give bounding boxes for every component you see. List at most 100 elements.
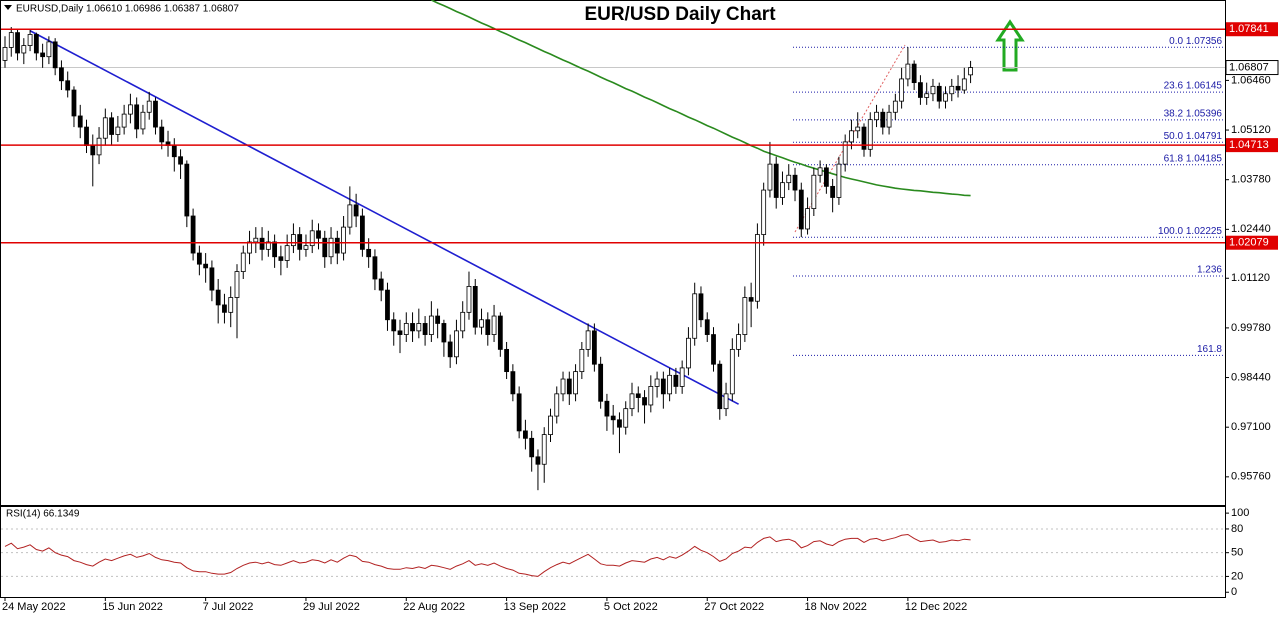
candle-body [591, 330, 597, 365]
candle-body [704, 319, 710, 335]
candle-body [102, 117, 108, 139]
candle-body [454, 330, 459, 358]
candle-body [842, 141, 848, 165]
candle-body [334, 237, 340, 254]
rsi-tick-label: 80 [1231, 523, 1243, 535]
candle-body [2, 47, 8, 61]
candle-body [598, 363, 604, 402]
fib-label: 0.0 1.07356 [1169, 36, 1222, 47]
candle-body [742, 297, 748, 335]
candle-body [140, 111, 146, 130]
candle-body [604, 400, 610, 417]
candle-body [341, 226, 346, 254]
candle-body [673, 374, 679, 387]
candle-body [648, 386, 654, 406]
candle-body [642, 397, 647, 406]
candle-body [171, 145, 177, 158]
candle-body [303, 245, 309, 250]
candle-body [711, 334, 716, 365]
level-tag [1226, 22, 1278, 37]
candle-body [635, 393, 641, 398]
candle-body [836, 163, 842, 198]
y-tick-label: 1.02440 [1231, 223, 1271, 235]
candle-body [491, 315, 497, 335]
candle-body [623, 408, 629, 428]
candle-body [874, 111, 879, 121]
y-tick-label: 0.99780 [1231, 322, 1271, 334]
candle-body [253, 237, 259, 243]
fib-label: 23.6 1.06145 [1164, 81, 1223, 92]
candle-body [322, 237, 328, 258]
candle-body [46, 41, 52, 58]
rsi-tick-label: 50 [1231, 547, 1243, 559]
candle-body [309, 230, 315, 247]
level-label: 1.07841 [1229, 23, 1269, 35]
x-tick-label: 27 Oct 2022 [704, 601, 764, 613]
candle-body [748, 297, 754, 302]
candle-body [723, 393, 729, 410]
candle-body [422, 323, 428, 335]
candle-body [548, 415, 553, 436]
candle-body [968, 67, 973, 76]
candle-body [96, 137, 102, 156]
header: EURUSD,Daily 1.06610 1.06986 1.06387 1.0… [16, 4, 239, 15]
candle-body [397, 330, 403, 335]
candle-body [566, 378, 572, 395]
candle-body [65, 80, 71, 91]
fib-label: 38.2 1.05396 [1164, 108, 1223, 119]
candle-body [21, 45, 27, 54]
x-tick-label: 12 Dec 2022 [905, 601, 967, 613]
candle-body [660, 378, 666, 395]
chart-title: EUR/USD Daily Chart [584, 4, 776, 25]
candle-body [15, 32, 20, 54]
candle-body [347, 204, 353, 228]
candle-body [428, 315, 434, 335]
y-tick-label: 1.01120 [1231, 272, 1270, 284]
candle-body [146, 100, 152, 113]
last-price-label: 1.06807 [1229, 61, 1269, 73]
candle-body [861, 126, 867, 150]
candle-body [541, 434, 547, 465]
candle-body [215, 289, 221, 306]
rsi-title: RSI(14) 66.1349 [6, 509, 80, 520]
candle-body [441, 323, 447, 343]
candle-body [667, 374, 673, 395]
candle-body [284, 245, 290, 261]
x-tick-label: 7 Jul 2022 [203, 601, 254, 613]
candle-body [278, 256, 284, 261]
fib-label: 50.0 1.04791 [1164, 131, 1223, 142]
candle-body [134, 104, 140, 130]
candle-body [761, 189, 767, 235]
candle-body [924, 93, 930, 98]
candle-body [805, 208, 810, 230]
symbol-icon [4, 5, 12, 10]
candle-body [359, 215, 365, 250]
candle-body [823, 167, 829, 187]
y-tick-label: 0.97100 [1231, 421, 1271, 433]
candle-body [955, 85, 961, 91]
rsi-line [4, 533, 971, 577]
candle-body [504, 348, 510, 373]
candle-body [698, 293, 704, 321]
candle-body [353, 204, 359, 217]
candle-body [579, 348, 585, 373]
candle-body [692, 293, 698, 339]
candle-body [410, 323, 415, 332]
candle-body [472, 286, 478, 328]
candle-body [33, 34, 39, 54]
candle-body [629, 393, 635, 410]
candle-body [84, 126, 89, 147]
y-tick-label: 0.98440 [1231, 371, 1271, 383]
candle-body [403, 323, 409, 335]
x-tick-label: 24 May 2022 [2, 601, 66, 613]
candle-body [190, 215, 196, 254]
candle-body [930, 85, 936, 95]
rsi-tick-label: 100 [1231, 507, 1249, 519]
candle-body [109, 117, 114, 135]
x-tick-label: 13 Sep 2022 [504, 601, 566, 613]
x-tick-label: 5 Oct 2022 [604, 601, 658, 613]
candle-body [121, 113, 127, 128]
candle-body [479, 319, 484, 328]
candle-body [297, 234, 303, 250]
